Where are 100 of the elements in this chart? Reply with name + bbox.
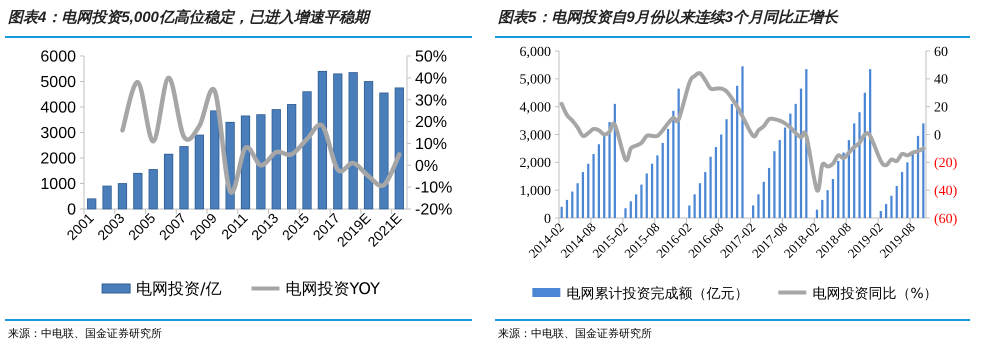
bar [837, 160, 840, 218]
bar [118, 183, 128, 210]
bar [821, 200, 824, 218]
legend-label: 电网投资/亿 [136, 279, 222, 298]
y-tick-label: 1,000 [520, 184, 551, 200]
y-tick-label: 0 [544, 212, 551, 227]
bar [853, 123, 856, 218]
bar [794, 104, 797, 218]
bar [688, 205, 690, 218]
bar [630, 201, 632, 218]
bar [672, 110, 674, 218]
y-tick-label: 4000 [40, 100, 76, 117]
y2-tick-label: 20 [934, 100, 948, 116]
bar [704, 172, 706, 218]
bar [571, 192, 574, 218]
source-note: 来源：中电联、国金证券研究所 [8, 327, 162, 340]
bar [896, 186, 898, 218]
bar [890, 196, 893, 218]
bar [287, 104, 296, 210]
bar [880, 211, 882, 218]
chart-title: 图表5：电网投资自9月份以来连续3个月同比正增长 [498, 9, 840, 26]
y2-tick-label: (20) [934, 156, 958, 172]
legend-label: 电网投资同比（%） [812, 286, 938, 302]
bar [364, 81, 374, 210]
bar [348, 72, 358, 210]
bar [773, 151, 776, 218]
bar [662, 142, 664, 218]
bar [714, 147, 718, 218]
y2-tick-label: 40 [934, 72, 948, 88]
bar [582, 172, 584, 218]
bar [762, 182, 765, 218]
bar [752, 205, 754, 218]
bar [816, 210, 818, 218]
bar [805, 69, 808, 218]
bar [650, 164, 654, 218]
legend-label: 电网累计投资完成额（亿元） [566, 286, 748, 302]
y-tick-label: 1000 [40, 176, 76, 194]
bar [730, 104, 733, 218]
bar [272, 109, 281, 210]
bar [784, 128, 786, 218]
y-tick-label: 6000 [40, 48, 76, 66]
bar [179, 146, 189, 210]
y2-tick-label: 10% [415, 136, 448, 154]
line-series [120, 76, 402, 194]
bar [646, 173, 648, 218]
bar [884, 204, 888, 218]
bar [678, 88, 680, 218]
bar [210, 110, 220, 210]
y-tick-label: 3000 [40, 125, 76, 142]
bar [640, 184, 643, 218]
y2-tick-label: (60) [934, 212, 958, 227]
y2-tick-label: 50% [415, 48, 448, 66]
bar [869, 69, 872, 218]
bar [194, 134, 204, 210]
bar [164, 154, 174, 210]
line-series [560, 71, 926, 192]
y-tick-label: 0 [67, 202, 76, 219]
bar [832, 179, 834, 218]
bar [725, 119, 728, 218]
bar [592, 154, 595, 218]
bar [102, 186, 112, 210]
bar [778, 140, 781, 218]
y-tick-label: 5,000 [520, 72, 551, 88]
y-tick-label: 2000 [40, 150, 76, 168]
bar [318, 70, 328, 210]
bar [720, 134, 722, 218]
y2-tick-label: 20% [415, 114, 448, 132]
bar [148, 169, 158, 210]
bar [736, 86, 738, 218]
y2-tick-label: 30% [415, 92, 448, 110]
bar [133, 172, 142, 210]
bar [256, 114, 266, 210]
y-tick-label: 2,000 [520, 156, 551, 172]
bar [302, 91, 312, 210]
bar [912, 152, 914, 218]
bar [698, 183, 702, 218]
y2-tick-label: 60 [934, 44, 948, 60]
y-tick-label: 4,000 [520, 100, 551, 116]
bar [394, 87, 404, 210]
bar [598, 144, 600, 218]
y2-tick-label: 0 [934, 128, 941, 144]
bar [826, 190, 829, 218]
bar [560, 206, 563, 218]
y2-tick-label: 0% [415, 158, 438, 175]
source-note: 来源：中电联、国金证券研究所 [498, 327, 652, 340]
y2-tick-label: 40% [415, 70, 448, 88]
y-tick-label: 3,000 [520, 128, 551, 144]
bar [864, 92, 866, 218]
y2-tick-label: -20% [415, 202, 452, 219]
bar [614, 104, 616, 218]
bar [333, 73, 342, 210]
bar [576, 183, 579, 218]
bar [379, 92, 389, 210]
bar [603, 136, 606, 218]
y-tick-label: 6,000 [520, 44, 551, 60]
bar [87, 198, 96, 210]
y-tick-label: 5000 [40, 74, 76, 92]
y2-tick-label: -10% [415, 180, 452, 197]
bar [587, 164, 590, 218]
y2-tick-label: (40) [934, 184, 958, 200]
